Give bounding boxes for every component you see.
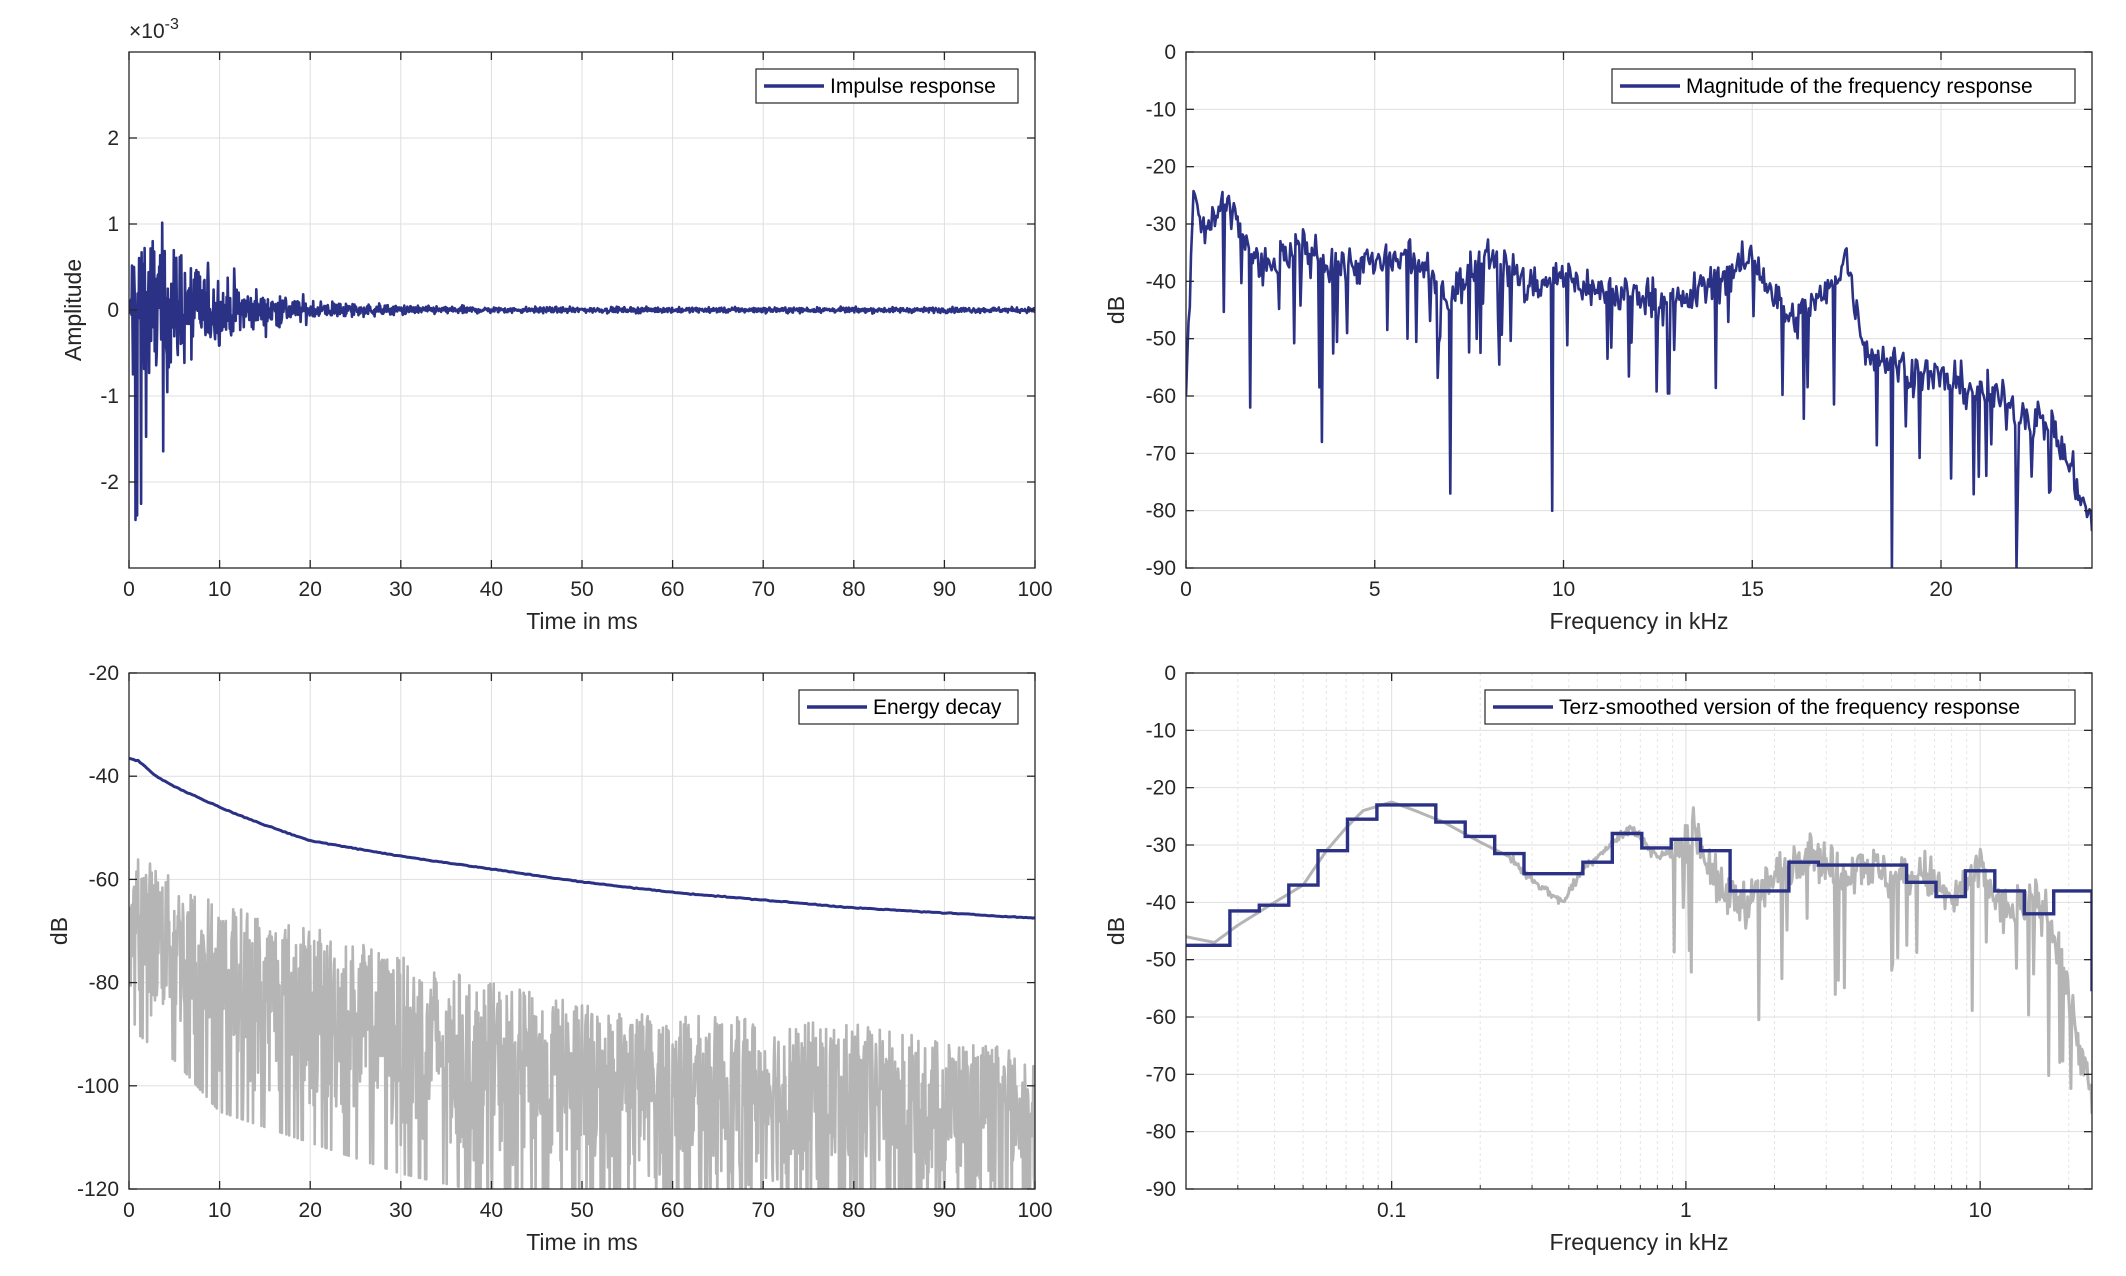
- y-tick-label: -40: [1146, 891, 1176, 914]
- x-tick-label: 50: [570, 578, 593, 601]
- y-tick-label: -10: [1146, 98, 1176, 121]
- y-axis-label: dB: [1103, 917, 1129, 945]
- x-tick-label: 20: [299, 1199, 322, 1222]
- x-tick-label: 40: [480, 578, 503, 601]
- y-tick-label: -40: [89, 765, 119, 788]
- x-tick-label: 5: [1369, 578, 1381, 601]
- x-tick-label: 60: [661, 1199, 684, 1222]
- x-tick-label: 10: [1968, 1199, 1991, 1222]
- y-tick-label: -20: [1146, 156, 1176, 179]
- y-tick-label: 1: [107, 213, 119, 236]
- x-tick-label: 0.1: [1377, 1199, 1406, 1222]
- legend-label: Energy decay: [873, 696, 1002, 719]
- y-axis-label: Amplitude: [60, 259, 86, 361]
- x-axis-label: Time in ms: [526, 608, 638, 634]
- y-tick-label: -60: [1146, 1006, 1176, 1029]
- x-axis-label: Time in ms: [526, 1229, 638, 1255]
- y-exponent-label: ×10-3: [129, 16, 179, 43]
- y-tick-label: -50: [1146, 949, 1176, 972]
- axes-frame: [1185, 672, 2093, 1190]
- x-tick-label: 0: [1180, 578, 1192, 601]
- energy-decay-panel: 0 10 20 30 40 50 60 70 80 90 100 -20 -40 -60 -80 -100 -1…: [46, 662, 1053, 1255]
- y-exponent-power: -3: [165, 16, 179, 33]
- y-tick-label: -80: [1146, 1121, 1176, 1144]
- impulse-response-panel: 0 10 20 30 40 50 60 70 80 90 100 -2 -1 0 1 2 Time in ms A…: [60, 16, 1053, 634]
- y-tick-label: -90: [1146, 557, 1176, 580]
- y-tick-label: -30: [1146, 834, 1176, 857]
- x-tick-label: 90: [933, 578, 956, 601]
- legend: Terz-smoothed version of the frequency r…: [1484, 689, 2076, 725]
- x-tick-label: 70: [752, 578, 775, 601]
- y-tick-label: 0: [107, 299, 119, 322]
- legend-box: [1484, 689, 2076, 725]
- x-tick-label: 40: [480, 1199, 503, 1222]
- x-tick-label: 10: [208, 1199, 231, 1222]
- x-tick-label: 15: [1741, 578, 1764, 601]
- y-tick-label: -2: [100, 471, 119, 494]
- x-tick-label: 70: [752, 1199, 775, 1222]
- x-tick-label: 90: [933, 1199, 956, 1222]
- y-exponent-base: ×10: [129, 20, 165, 43]
- x-tick-label: 10: [208, 578, 231, 601]
- y-tick-label: 0: [1164, 41, 1176, 64]
- y-tick-label: 2: [107, 127, 119, 150]
- frequency-response-magnitude-panel: 0 5 10 15 20 0 -10 -20 -30 -40 -50 -60 -70 -80 -90 Freq…: [1103, 41, 2093, 634]
- y-tick-label: -80: [89, 972, 119, 995]
- x-tick-label: 80: [842, 578, 865, 601]
- y-tick-label: -20: [1146, 777, 1176, 800]
- legend-label: Magnitude of the frequency response: [1686, 75, 2033, 98]
- y-tick-label: -1: [100, 385, 119, 408]
- legend: Impulse response: [755, 68, 1019, 104]
- legend: Magnitude of the frequency response: [1611, 68, 2076, 104]
- y-tick-label: -20: [89, 662, 119, 685]
- legend: Energy decay: [798, 689, 1019, 725]
- legend-label: Terz-smoothed version of the frequency r…: [1559, 696, 2020, 719]
- unsmoothed-response-line: [1186, 800, 2092, 1114]
- y-tick-label: -40: [1146, 270, 1176, 293]
- energy-time-curve: [129, 858, 1035, 1189]
- x-tick-label: 60: [661, 578, 684, 601]
- y-tick-label: -90: [1146, 1178, 1176, 1201]
- energy-decay-line: [129, 756, 1035, 920]
- y-tick-label: 0: [1164, 662, 1176, 685]
- y-tick-label: -10: [1146, 719, 1176, 742]
- x-tick-label: 20: [1929, 578, 1952, 601]
- y-axis-label: dB: [46, 917, 72, 945]
- legend-label: Impulse response: [830, 75, 996, 98]
- y-tick-label: -50: [1146, 328, 1176, 351]
- y-tick-label: -70: [1146, 1063, 1176, 1086]
- y-tick-label: -60: [1146, 385, 1176, 408]
- y-tick-label: -120: [77, 1178, 119, 1201]
- impulse-response-line: [129, 221, 1035, 522]
- legend-box: [1611, 68, 2076, 104]
- x-tick-label: 80: [842, 1199, 865, 1222]
- x-tick-label: 100: [1017, 578, 1052, 601]
- plot-area: [1186, 673, 2092, 1189]
- x-axis-label: Frequency in kHz: [1550, 1229, 1729, 1255]
- y-tick-label: -100: [77, 1075, 119, 1098]
- x-tick-label: 0: [123, 1199, 135, 1222]
- x-tick-label: 100: [1017, 1199, 1052, 1222]
- x-tick-label: 0: [123, 578, 135, 601]
- y-axis-label: dB: [1103, 296, 1129, 324]
- x-tick-label: 30: [389, 578, 412, 601]
- x-tick-label: 10: [1552, 578, 1575, 601]
- axes-frame: [1185, 51, 2093, 569]
- y-tick-label: -30: [1146, 213, 1176, 236]
- x-tick-label: 30: [389, 1199, 412, 1222]
- x-tick-label: 1: [1680, 1199, 1692, 1222]
- x-tick-label: 20: [299, 578, 322, 601]
- y-tick-label: -80: [1146, 500, 1176, 523]
- x-axis-label: Frequency in kHz: [1550, 608, 1729, 634]
- y-tick-label: -70: [1146, 442, 1176, 465]
- magnitude-line: [1186, 189, 2092, 568]
- x-tick-label: 50: [570, 1199, 593, 1222]
- terz-smoothed-panel: 0.1 1 10 0 -10 -20 -30 -40 -50 -60 -70 -80 -90 Freque…: [1103, 662, 2093, 1255]
- terz-smoothed-step-line: [1186, 803, 2092, 992]
- y-tick-label: -60: [89, 868, 119, 891]
